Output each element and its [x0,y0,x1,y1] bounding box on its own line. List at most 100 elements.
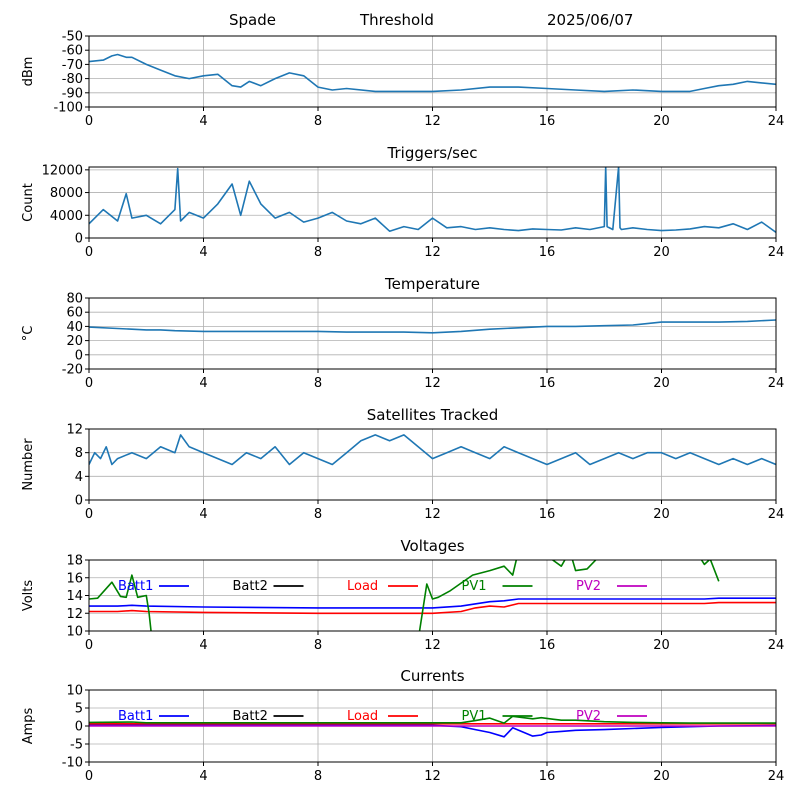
y-tick-label: 0 [75,494,83,509]
y-tick-label: 80 [66,292,83,307]
x-tick-label: 0 [85,507,93,522]
legend-label-batt1: Batt1 [118,709,153,724]
y-tick-label: 8000 [50,186,83,201]
legend-label-batt1: Batt1 [118,579,153,594]
x-tick-label: 16 [539,507,556,522]
panel-title: Triggers/sec [387,144,478,162]
x-tick-label: 4 [199,245,207,260]
y-axis-label: Volts [21,580,36,612]
series-line-load [89,601,776,615]
legend-label-pv2: PV2 [576,579,601,594]
y-axis-label: Count [21,183,36,222]
x-tick-label: 4 [199,769,207,784]
date-label: 2025/06/07 [547,11,634,29]
series-line-pv1 [89,560,720,631]
y-tick-label: 8 [75,446,83,461]
y-tick-label: -20 [62,363,83,378]
x-tick-label: 24 [768,507,785,522]
y-tick-label: 12000 [42,163,83,178]
x-tick-label: 0 [85,245,93,260]
x-tick-label: 20 [653,507,670,522]
series-line-1 [89,434,776,466]
y-tick-label: 20 [66,334,83,349]
y-tick-label: 4000 [50,209,83,224]
x-tick-label: 8 [314,376,322,391]
legend-label-load: Load [347,709,378,724]
y-tick-label: -70 [62,58,83,73]
x-tick-label: 16 [539,638,556,653]
series-line-1 [89,53,776,93]
panel-4: 0 4 8 12 16 20 24 0 4 8 12 Satellites Tracked Number [21,406,784,522]
y-tick-label: 18 [66,554,83,569]
x-tick-label: 20 [653,769,670,784]
series-line-pv1 [89,715,776,724]
series-line-batt1 [89,724,776,738]
x-tick-label: 24 [768,376,785,391]
legend-label-batt2: Batt2 [233,579,268,594]
panel-title: Voltages [400,537,464,555]
x-tick-label: 12 [424,507,441,522]
y-tick-label: 0 [75,348,83,363]
y-axis-label: Number [21,438,36,491]
y-tick-label: 12 [66,423,83,438]
series-line-1 [89,167,776,233]
legend-label-pv2: PV2 [576,709,601,724]
series-line-1 [89,319,776,334]
x-tick-label: 20 [653,114,670,129]
x-tick-label: 20 [653,376,670,391]
x-tick-label: 24 [768,638,785,653]
y-tick-label: -100 [53,101,83,116]
x-tick-label: 8 [314,245,322,260]
panel-title: Temperature [384,275,480,293]
x-tick-label: 16 [539,769,556,784]
series-line-batt1 [89,597,776,609]
panel-5: 0 4 8 12 16 20 24 10 12 14 16 18 Voltages Volts Batt1 B… [21,537,784,653]
x-tick-label: 8 [314,638,322,653]
y-tick-label: -50 [62,30,83,45]
x-tick-label: 8 [314,507,322,522]
legend-label-batt2: Batt2 [233,709,268,724]
y-tick-label: -10 [62,756,83,771]
x-tick-label: 12 [424,769,441,784]
y-tick-label: -80 [62,72,83,87]
x-tick-label: 12 [424,245,441,260]
y-tick-label: -5 [70,738,83,753]
x-tick-label: 20 [653,245,670,260]
y-tick-label: 40 [66,320,83,335]
y-tick-label: 12 [66,607,83,622]
panel-title: Currents [400,667,464,685]
legend-label-pv1: PV1 [462,579,487,594]
y-tick-label: -90 [62,86,83,101]
y-tick-label: 5 [75,702,83,717]
y-tick-label: 4 [75,470,83,485]
y-tick-label: 16 [66,571,83,586]
x-tick-label: 24 [768,769,785,784]
x-tick-label: 4 [199,507,207,522]
x-tick-label: 24 [768,114,785,129]
x-tick-label: 8 [314,769,322,784]
legend-label-load: Load [347,579,378,594]
panel-title: Satellites Tracked [367,406,498,424]
x-tick-label: 16 [539,376,556,391]
x-tick-label: 16 [539,245,556,260]
y-axis-label: Amps [21,707,36,744]
x-tick-label: 16 [539,114,556,129]
x-tick-label: 12 [424,376,441,391]
y-tick-label: 14 [66,589,83,604]
panel-1: 0 4 8 12 16 20 24 -100-90-80-70-60-50 dBm [21,30,784,130]
mode-label: Threshold [360,11,434,29]
y-tick-label: 0 [75,720,83,735]
x-tick-label: 20 [653,638,670,653]
y-tick-label: 10 [66,684,83,699]
y-tick-label: 10 [66,625,83,640]
x-tick-label: 12 [424,638,441,653]
x-tick-label: 0 [85,638,93,653]
y-tick-label: 60 [66,306,83,321]
y-axis-label: dBm [21,57,36,87]
x-tick-label: 0 [85,769,93,784]
y-axis-label: °C [21,326,36,342]
panel-2: 0 4 8 12 16 20 24 0 4000 8000 12000 Triggers/sec Cou… [21,144,784,260]
x-tick-label: 4 [199,114,207,129]
x-tick-label: 0 [85,114,93,129]
